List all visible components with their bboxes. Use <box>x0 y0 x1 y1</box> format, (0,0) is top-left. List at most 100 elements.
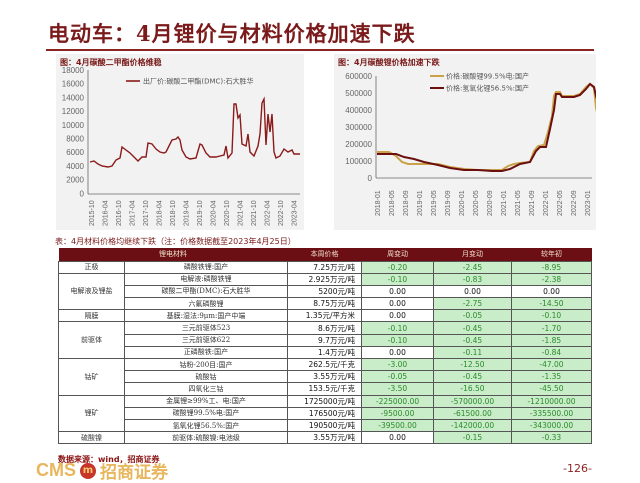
ytd-change-cell: -0.84 <box>511 345 592 360</box>
price-cell: 153.5元/千克 <box>287 382 362 396</box>
data-source: 数据来源：wind，招商证券 <box>58 455 160 464</box>
svg-text:2019-01: 2019-01 <box>417 190 424 216</box>
material-cell: 基膜:湿法:9μm:国产中端 <box>124 309 288 323</box>
svg-text:2022-05: 2022-05 <box>557 190 564 216</box>
month-change-cell: -0.05 <box>433 309 512 323</box>
svg-text:16000: 16000 <box>62 80 85 89</box>
ytd-change-cell: -2.38 <box>511 272 592 286</box>
table-row: 碳酸锂99.5%电:国产 176500元/吨 -9500.00 -61500.0… <box>59 406 592 420</box>
svg-text:2018-04: 2018-04 <box>157 200 164 226</box>
legend-dmc: 出厂价:碳酸二甲酯(DMC):石大胜华 <box>143 77 254 86</box>
svg-text:0: 0 <box>368 174 373 183</box>
month-change-cell: -16.50 <box>433 382 512 396</box>
header-price: 本周价格 <box>287 248 362 261</box>
week-change-cell: -0.20 <box>361 260 434 274</box>
svg-text:2021-04: 2021-04 <box>238 200 245 226</box>
table-row: 三元前驱体622 9.7万元/吨 -0.10 -0.45 -1.85 <box>59 333 592 347</box>
svg-text:2016-04: 2016-04 <box>103 200 110 226</box>
svg-text:2000: 2000 <box>66 176 84 185</box>
svg-text:100000: 100000 <box>345 157 372 166</box>
logo-chinese: 招商证券 <box>100 463 168 483</box>
month-change-cell: -0.45 <box>433 321 512 335</box>
material-cell: 钴粉-200目:国产 <box>124 357 288 372</box>
month-change-cell: 0.00 <box>433 284 512 299</box>
material-cell: 正磷酸铁:国产 <box>124 345 288 360</box>
ytd-change-cell: -1.70 <box>511 321 592 335</box>
week-change-cell: 0.00 <box>361 345 434 360</box>
svg-text:200000: 200000 <box>345 140 372 149</box>
ytd-change-cell: -8.95 <box>511 260 592 274</box>
svg-text:8000: 8000 <box>66 135 84 144</box>
svg-text:2020-05: 2020-05 <box>473 190 480 216</box>
table-row: 六氟磷酸锂 8.75万元/吨 0.00 -2.75 -14.50 <box>59 297 592 311</box>
svg-text:2022-09: 2022-09 <box>571 190 578 216</box>
svg-text:0: 0 <box>80 189 85 198</box>
table-row: 氢氧化锂56.5%:国产 190500元/吨 -39500.00 -142000… <box>59 418 592 433</box>
svg-text:6000: 6000 <box>66 148 84 157</box>
svg-text:2020-10: 2020-10 <box>224 200 231 226</box>
svg-text:2021-10: 2021-10 <box>251 200 258 226</box>
month-change-cell: -0.45 <box>433 333 512 347</box>
price-cell: 7.25万元/吨 <box>287 260 362 274</box>
price-cell: 1.4万元/吨 <box>287 345 362 360</box>
material-cell: 金属锂≥99%工、电:国产 <box>124 394 288 408</box>
svg-text:4000: 4000 <box>66 162 84 171</box>
svg-text:2019-05: 2019-05 <box>431 190 438 216</box>
svg-text:2022-10: 2022-10 <box>278 200 285 226</box>
svg-text:2020-09: 2020-09 <box>487 190 494 216</box>
material-cell: 氢氧化锂56.5%:国产 <box>124 418 288 433</box>
svg-text:500000: 500000 <box>345 89 372 98</box>
category-cell: 隔膜 <box>58 309 125 323</box>
svg-text:2018-10: 2018-10 <box>170 200 177 226</box>
month-change-cell: -570000.00 <box>433 394 512 408</box>
week-change-cell: 0.00 <box>361 309 434 323</box>
ytd-change-cell: -335500.00 <box>511 406 592 420</box>
table-row: 隔膜 基膜:湿法:9μm:国产中端 1.35元/平方米 0.00 -0.05 -… <box>58 309 592 323</box>
svg-text:2021-09: 2021-09 <box>529 190 536 216</box>
chart-title: 图：4月碳酸二甲酯价格维稳 <box>60 58 162 67</box>
week-change-cell: -3.00 <box>361 357 434 372</box>
month-change-cell: -0.11 <box>433 345 512 360</box>
price-cell: 8.6万元/吨 <box>287 321 362 335</box>
week-change-cell: -9500.00 <box>361 406 434 420</box>
header-material: 锂电材料 <box>58 248 288 261</box>
week-change-cell: 0.00 <box>361 297 434 311</box>
material-price-table: 锂电材料 本周价格 周变动 月变动 较年初 正极 磷酸铁锂:国产 7.25万元/… <box>58 248 592 445</box>
week-change-cell: -0.10 <box>361 272 434 286</box>
category-cell: 锂矿 <box>58 394 125 433</box>
ytd-change-cell: -47.00 <box>511 357 592 372</box>
svg-text:14000: 14000 <box>62 93 85 102</box>
material-cell: 六氟磷酸锂 <box>124 297 288 311</box>
ytd-change-cell: -0.33 <box>511 431 592 445</box>
material-cell: 三元前驱体622 <box>124 333 288 347</box>
price-cell: 3.55万元/吨 <box>287 431 362 445</box>
price-cell: 190500元/吨 <box>287 418 362 433</box>
table-row: 电解液及锂盐 电解液:磷酸铁锂 2.925万元/吨 -0.10 -0.83 -2… <box>58 272 592 311</box>
chart-title: 图：4月碳酸锂价格加速下跌 <box>338 58 440 67</box>
header-month: 月变动 <box>433 248 512 261</box>
table-row: 碳酸二甲酯(DMC):石大胜华 5200元/吨 0.00 0.00 0.00 <box>59 284 592 299</box>
material-cell: 四氧化三钴 <box>124 382 288 396</box>
header-ytd: 较年初 <box>511 248 592 261</box>
month-change-cell: -12.50 <box>433 357 512 372</box>
page-title: 电动车：4月锂价与材料价格加速下跌 <box>48 21 416 46</box>
table-row: 硫酸镍 前驱体:硫酸镍:电池级 3.55万元/吨 0.00 -0.15 -0.3… <box>58 431 592 445</box>
logo-latin: CMS <box>36 460 76 480</box>
material-cell: 电解液:磷酸铁锂 <box>124 272 288 286</box>
legend-lioh: 价格:氢氧化锂56.5%:国产 <box>446 84 529 93</box>
svg-text:2018-09: 2018-09 <box>403 190 410 216</box>
dmc-line-plot: 18000 16000 14000 12000 10000 8000 6000 4000 2… <box>62 66 300 226</box>
month-change-cell: -0.45 <box>433 370 512 384</box>
price-cell: 5200元/吨 <box>287 284 362 299</box>
price-cell: 1.35元/平方米 <box>287 309 362 323</box>
price-cell: 9.7万元/吨 <box>287 333 362 347</box>
table-row: 正磷酸铁:国产 1.4万元/吨 0.00 -0.11 -0.84 <box>59 345 592 360</box>
svg-text:2019-09: 2019-09 <box>445 190 452 216</box>
month-change-cell: -61500.00 <box>433 406 512 420</box>
svg-text:2017-04: 2017-04 <box>130 200 137 226</box>
header-week: 周变动 <box>361 248 434 261</box>
month-change-cell: -2.75 <box>433 297 512 311</box>
price-cell: 176500元/吨 <box>287 406 362 420</box>
lithium-price-chart: 图：4月碳酸锂价格加速下跌 600000 500000 400000 300000 2… <box>334 54 596 230</box>
ytd-change-cell: -45.50 <box>511 382 592 396</box>
